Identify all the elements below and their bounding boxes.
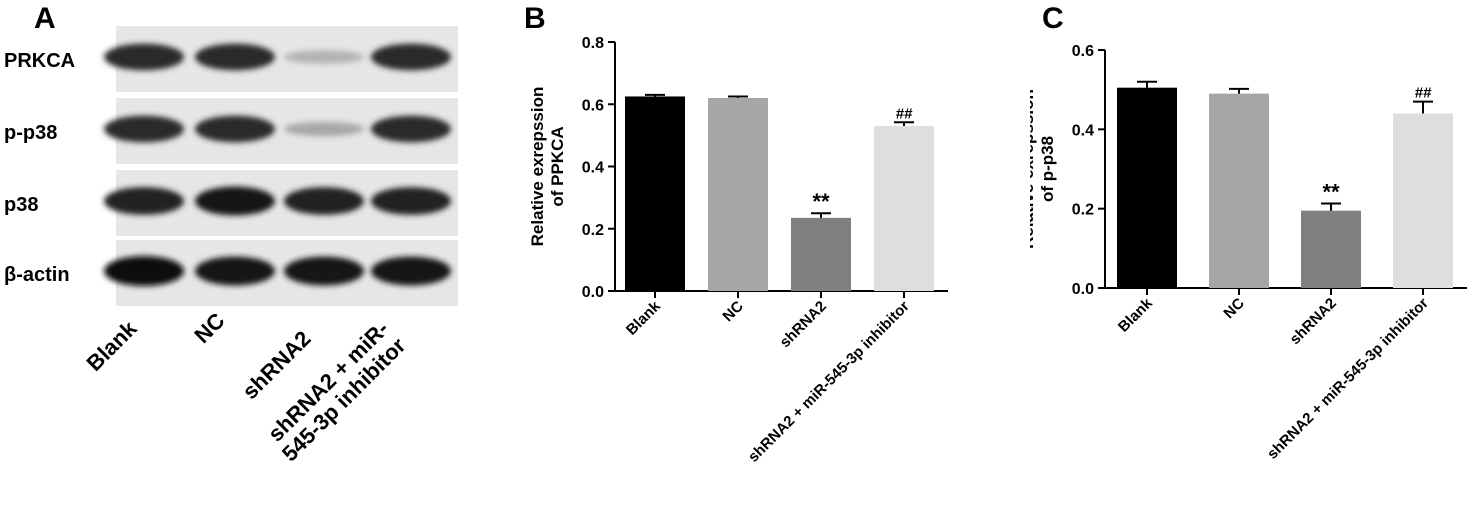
significance-annotation: ** [812, 189, 830, 214]
blot-row-label: β-actin [4, 264, 70, 286]
y-axis-label: Relative exrepssionof p-p38 [1030, 89, 1057, 249]
lane-label: NC [189, 308, 229, 348]
lane-label: shRNA2 + miR-545-3p inhibitor [260, 316, 411, 467]
significance-annotation: ## [896, 105, 913, 122]
significance-annotation: ## [1415, 85, 1432, 102]
x-tick-label: NC [719, 298, 746, 325]
blot-band [195, 256, 275, 286]
y-tick-label: 0.2 [582, 222, 604, 239]
blot-band [284, 256, 364, 286]
panel-label-c: C [1042, 2, 1064, 35]
blot-band [104, 187, 184, 215]
bar-chart-prkca: 0.0 0.2 0.4 0.6 0.8 Relative exrepssionof PPK… [528, 35, 948, 466]
x-tick-label: shRNA2 [1287, 295, 1340, 348]
y-tick-label: 0.2 [1072, 202, 1094, 219]
bar [1393, 113, 1453, 288]
blot-row-label: p-p38 [4, 122, 57, 144]
x-tick-label: shRNA2 + miR-545-3p inhibitor [1264, 295, 1432, 463]
blot-row-label: PRKCA [4, 50, 75, 72]
bar [1117, 87, 1177, 288]
blot-band [195, 43, 275, 71]
blot-band [284, 187, 364, 215]
blot-row-label: p38 [4, 194, 38, 216]
blot-band [371, 187, 451, 215]
bar [625, 96, 685, 291]
x-tick-label: shRNA2 [777, 298, 830, 351]
x-tick-label: Blank [623, 297, 664, 338]
blot-band [284, 121, 364, 137]
x-tick-label: shRNA2 + miR-545-3p inhibitor [745, 298, 913, 466]
blot-band [371, 115, 451, 143]
y-tick-label: 0.0 [1072, 281, 1094, 298]
lane-label: Blank [81, 315, 142, 376]
bar [791, 217, 851, 291]
blot-band [371, 256, 451, 286]
blot-band [104, 256, 184, 286]
bar [708, 98, 768, 292]
blot-band [284, 50, 364, 64]
bar [1209, 93, 1269, 288]
y-tick-label: 0.6 [1072, 43, 1094, 60]
blot-band [371, 43, 451, 71]
x-tick-label: Blank [1115, 294, 1156, 335]
y-tick-label: 0.6 [582, 97, 604, 114]
bar [1301, 210, 1361, 288]
y-axis-label: Relative exrepssionof PPKCA [528, 87, 567, 247]
y-tick-label: 0.4 [582, 160, 604, 177]
blot-band [104, 43, 184, 71]
blot-band [104, 115, 184, 143]
y-tick-label: 0.4 [1072, 122, 1094, 139]
panel-label-b: B [524, 2, 546, 35]
significance-annotation: ** [1322, 180, 1340, 205]
bar [874, 126, 934, 291]
blot-band [195, 115, 275, 143]
bar-chart-p-p38: 0.0 0.2 0.4 0.6 Relative exrepssionof p-p38 B… [1030, 43, 1467, 463]
x-tick-label: NC [1220, 295, 1247, 322]
y-tick-label: 0.0 [582, 284, 604, 301]
blot-band [195, 186, 275, 216]
y-tick-label: 0.8 [582, 35, 604, 52]
panel-label-a: A [34, 2, 56, 35]
